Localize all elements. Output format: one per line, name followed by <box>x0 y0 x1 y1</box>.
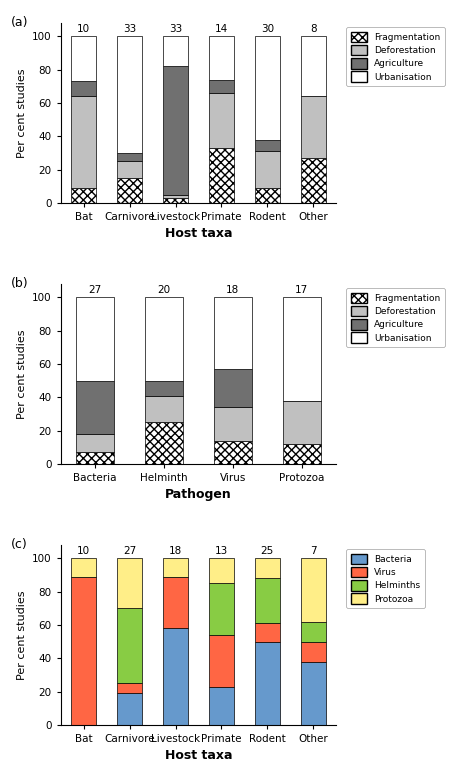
Text: 17: 17 <box>295 285 308 295</box>
Bar <box>163 559 188 577</box>
Bar <box>117 559 142 608</box>
Text: 10: 10 <box>77 546 90 555</box>
Bar <box>117 693 142 725</box>
Legend: Bacteria, Virus, Helminths, Protozoa: Bacteria, Virus, Helminths, Protozoa <box>346 549 425 608</box>
Bar <box>71 81 96 96</box>
Text: 7: 7 <box>310 546 317 555</box>
Text: 30: 30 <box>261 24 274 34</box>
Bar <box>163 198 188 203</box>
Bar <box>301 96 326 158</box>
Bar <box>71 188 96 203</box>
Bar <box>209 559 234 583</box>
Text: 13: 13 <box>215 546 228 555</box>
Text: 25: 25 <box>261 546 274 555</box>
Legend: Fragmentation, Deforestation, Agriculture, Urbanisation: Fragmentation, Deforestation, Agricultur… <box>346 27 445 86</box>
Bar <box>209 36 234 79</box>
Bar <box>163 577 188 628</box>
Bar <box>145 422 183 464</box>
Bar <box>301 662 326 725</box>
Bar <box>76 434 114 452</box>
X-axis label: Host taxa: Host taxa <box>165 227 232 240</box>
Bar <box>163 195 188 198</box>
Text: 33: 33 <box>169 24 182 34</box>
Y-axis label: Per cent studies: Per cent studies <box>16 68 27 158</box>
Bar <box>209 635 234 687</box>
Text: 20: 20 <box>157 285 170 295</box>
Bar <box>301 622 326 642</box>
Y-axis label: Per cent studies: Per cent studies <box>16 590 27 680</box>
Bar <box>76 452 114 464</box>
Bar <box>255 578 280 623</box>
Text: (c): (c) <box>11 538 28 551</box>
Bar <box>283 401 321 444</box>
Bar <box>145 381 183 395</box>
Text: 18: 18 <box>226 285 240 295</box>
Bar <box>71 96 96 188</box>
Bar <box>76 298 114 381</box>
X-axis label: Pathogen: Pathogen <box>165 488 232 501</box>
Text: (a): (a) <box>11 16 28 29</box>
Bar <box>117 608 142 683</box>
Bar <box>301 559 326 622</box>
Bar <box>255 559 280 578</box>
Y-axis label: Per cent studies: Per cent studies <box>16 329 27 419</box>
Bar <box>214 440 252 464</box>
Bar <box>214 298 252 369</box>
Text: 14: 14 <box>215 24 228 34</box>
Text: 27: 27 <box>123 546 136 555</box>
Bar <box>163 628 188 725</box>
Bar <box>163 36 188 66</box>
Bar <box>117 683 142 693</box>
Bar <box>163 66 188 195</box>
Bar <box>71 559 96 577</box>
Bar <box>71 36 96 81</box>
Bar <box>209 93 234 148</box>
Bar <box>255 642 280 725</box>
Bar <box>209 583 234 635</box>
Text: 10: 10 <box>77 24 90 34</box>
Bar <box>255 623 280 642</box>
Bar <box>209 148 234 203</box>
Text: 27: 27 <box>89 285 102 295</box>
Bar <box>209 79 234 93</box>
Bar <box>255 140 280 151</box>
Bar <box>255 151 280 188</box>
Bar <box>301 36 326 96</box>
Bar <box>145 395 183 422</box>
Bar <box>209 687 234 725</box>
Text: 18: 18 <box>169 546 182 555</box>
Bar <box>301 642 326 662</box>
Bar <box>117 161 142 178</box>
Bar <box>214 407 252 440</box>
Bar <box>301 158 326 203</box>
Bar <box>255 188 280 203</box>
Bar <box>117 178 142 203</box>
Bar <box>214 369 252 407</box>
Bar <box>117 36 142 153</box>
Bar <box>76 381 114 434</box>
Text: (b): (b) <box>11 277 29 290</box>
Text: 33: 33 <box>123 24 136 34</box>
Text: 8: 8 <box>310 24 317 34</box>
Bar <box>255 36 280 140</box>
Bar <box>145 298 183 381</box>
Legend: Fragmentation, Deforestation, Agriculture, Urbanisation: Fragmentation, Deforestation, Agricultur… <box>346 288 445 347</box>
Bar <box>71 577 96 725</box>
Bar <box>283 298 321 401</box>
Bar <box>283 444 321 464</box>
X-axis label: Host taxa: Host taxa <box>165 749 232 762</box>
Bar <box>117 153 142 161</box>
